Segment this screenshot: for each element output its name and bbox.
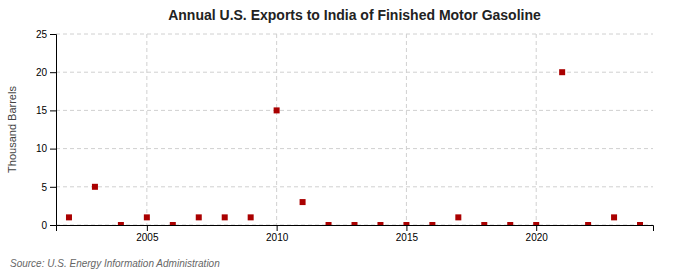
point [222,214,228,220]
x-tick: 2020 [526,225,549,243]
point [326,222,332,225]
source: Source: U.S. Energy Information Administ… [10,258,220,269]
y-tick-label: 5 [41,182,47,193]
y-tick-mark [50,187,56,188]
point [585,222,591,225]
x-tick: 2010 [266,225,289,243]
x-tick-mark [277,225,278,231]
point [92,184,98,190]
x-tick-mark [147,225,148,231]
y-tick-mark [50,34,56,35]
point [170,222,176,225]
point [637,222,643,225]
x-tick-label: 2010 [266,232,289,243]
grid-line-y [56,34,653,35]
y-tick: 15 [36,105,56,116]
y-tick-label: 15 [36,105,48,116]
point [274,107,280,113]
point [559,69,565,75]
point [533,222,539,225]
y-tick-label: 0 [41,220,47,231]
point [455,214,461,220]
y-axis-title: Thousand Barrels [6,86,18,173]
y-tick-mark [50,225,56,226]
y-tick: 10 [36,143,56,154]
y-tick-label: 25 [36,29,48,40]
y-tick: 25 [36,29,56,40]
grid [56,34,653,225]
y-tick-mark [50,149,56,150]
point [300,199,306,205]
x-axis: 2005 2010 2015 2020 [57,225,654,243]
chart: 2005 2010 2015 2020 0 5 10 15 20 25 Annual U.S. Ex… [0,0,675,275]
y-tick-label: 10 [36,143,48,154]
x-tick: 2015 [396,225,419,243]
point [248,214,254,220]
x-tick: 2005 [136,225,159,243]
y-axis: 0 5 10 15 20 25 [36,29,57,231]
y-tick: 0 [41,220,56,231]
point [66,214,72,220]
y-tick-label: 20 [36,67,48,78]
point [403,222,409,225]
grid-line-x [276,34,277,225]
grid-line-y [56,186,653,187]
title: Annual U.S. Exports to India of Finished… [168,7,541,23]
point [144,214,150,220]
point [118,222,124,225]
x-tick-label: 2015 [396,232,419,243]
grid-line-x [146,34,147,225]
point [611,214,617,220]
x-tick-label: 2005 [136,232,159,243]
y-axis-line [50,35,57,226]
x-tick-mark [406,225,407,231]
y-tick: 20 [36,67,56,78]
point [196,214,202,220]
point [352,222,358,225]
y-tick: 5 [41,182,56,193]
grid-line-y [56,148,653,149]
point [507,222,513,225]
grid-line-y [56,110,653,111]
points [66,69,643,225]
grid-line-x [406,34,407,225]
point [429,222,435,225]
x-tick-mark [536,225,537,231]
x-axis-line [57,226,654,232]
y-tick-mark [50,110,56,111]
y-tick-mark [50,72,56,73]
point [377,222,383,225]
x-tick-label: 2020 [526,232,549,243]
point [481,222,487,225]
grid-line-x [536,34,537,225]
